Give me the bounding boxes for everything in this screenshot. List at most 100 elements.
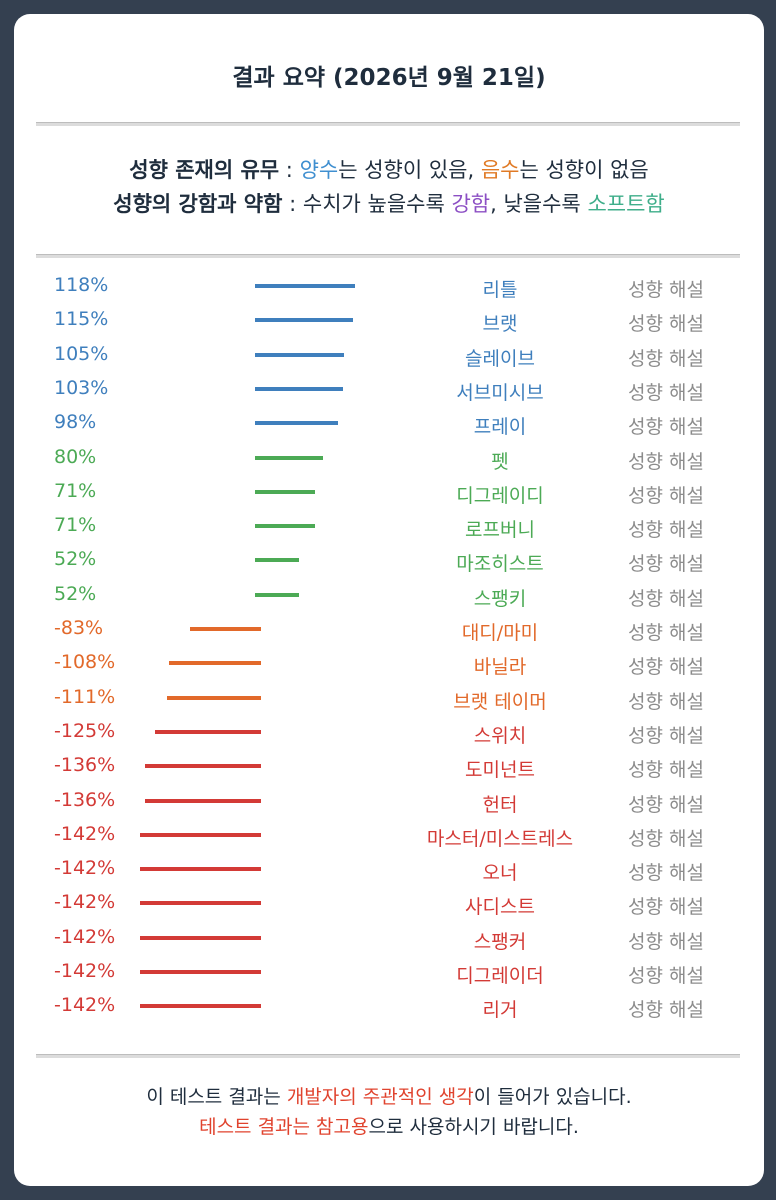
category-label: 브랫 [482, 313, 518, 336]
chart-row: 118% 리틀 성향 해설 [14, 270, 764, 304]
chart-row: -136% 도미넌트 성향 해설 [14, 750, 764, 784]
chart-row: -142% 디그레이더 성향 해설 [14, 956, 764, 990]
explanation-link[interactable]: 성향 해설 [628, 622, 704, 644]
explanation-link[interactable]: 성향 해설 [628, 896, 704, 919]
legend-strength-label: 성향의 강함과 약함 [113, 192, 283, 216]
explanation-link[interactable]: 성향 해설 [628, 416, 704, 439]
value-label: 71% [54, 479, 97, 502]
category-label: 리거 [482, 999, 518, 1022]
legend-negative-text: 는 성향이 없음 [519, 158, 649, 182]
legend-mid-text: , 낮을수록 [490, 192, 588, 216]
value-label: -142% [54, 994, 116, 1017]
chart-row: 71% 로프버니 성향 해설 [14, 510, 764, 544]
explanation-link[interactable]: 성향 해설 [628, 690, 704, 713]
category-label: 도미넌트 [465, 759, 535, 782]
value-label: 52% [54, 582, 97, 605]
legend-line-1: 성향 존재의 유무 : 양수는 성향이 있음, 음수는 성향이 없음 [14, 154, 764, 184]
bar [140, 867, 261, 872]
chart-row: -125% 스위치 성향 해설 [14, 716, 764, 750]
bar [140, 832, 261, 837]
value-label: -108% [54, 651, 116, 674]
bar [255, 489, 316, 494]
bar [140, 970, 261, 974]
explanation-link[interactable]: 성향 해설 [628, 519, 704, 542]
legend-positive-word: 양수 [299, 158, 339, 182]
result-card: 결과 요약 (2026년 9월 21일) 성향 존재의 유무 : 양수는 성향이… [14, 14, 764, 1186]
page-title: 결과 요약 (2026년 9월 21일) [232, 65, 546, 91]
explanation-link[interactable]: 성향 해설 [628, 553, 704, 576]
footer-text-post: 이 들어가 있습니다. [473, 1086, 632, 1108]
explanation-link[interactable]: 성향 해설 [628, 930, 704, 953]
value-label: 71% [54, 514, 97, 537]
legend-presence-label: 성향 존재의 유무 [129, 158, 280, 182]
explanation-link[interactable]: 성향 해설 [628, 965, 704, 987]
bar [255, 284, 356, 288]
category-label: 마스터/미스트레스 [426, 827, 574, 850]
footer-note-1: 이 테스트 결과는 개발자의 주관적인 생각이 들어가 있습니다. [14, 1082, 764, 1112]
category-label: 슬레이브 [465, 347, 535, 370]
bar [190, 627, 261, 631]
legend-line-2: 성향의 강함과 약함 : 수치가 높을수록 강함, 낮을수록 소프트함 [14, 188, 764, 218]
explanation-link[interactable]: 성향 해설 [628, 656, 704, 679]
bar [255, 421, 339, 426]
footer-highlight-2: 테스트 결과는 참고용 [199, 1116, 369, 1138]
chart-row: -83% 대디/마미 성향 해설 [14, 613, 764, 647]
legend-soft-word: 소프트함 [587, 192, 665, 216]
explanation-link[interactable]: 성향 해설 [628, 862, 704, 885]
category-label: 리틀 [482, 279, 518, 301]
category-label: 스팽커 [473, 930, 527, 953]
bar [166, 695, 261, 700]
explanation-link[interactable]: 성향 해설 [628, 827, 704, 850]
chart-row: -142% 오너 성향 해설 [14, 853, 764, 887]
value-label: -83% [54, 617, 104, 639]
bar [169, 661, 261, 666]
bar [140, 901, 261, 906]
explanation-link[interactable]: 성향 해설 [628, 587, 704, 610]
chart-row: 52% 스팽키 성향 해설 [14, 579, 764, 613]
explanation-link[interactable]: 성향 해설 [628, 484, 704, 507]
chart-row: -142% 리거 성향 해설 [14, 990, 764, 1024]
category-label: 대디/마미 [461, 622, 539, 644]
footer-note-2: 테스트 결과는 참고용으로 사용하시기 바랍니다. [14, 1112, 764, 1142]
value-label: -136% [54, 754, 116, 777]
category-label: 오너 [482, 862, 518, 885]
value-label: -142% [54, 857, 116, 880]
bar [255, 455, 323, 460]
explanation-link[interactable]: 성향 해설 [628, 759, 704, 782]
bar [140, 1004, 261, 1009]
explanation-link[interactable]: 성향 해설 [628, 313, 704, 336]
explanation-link[interactable]: 성향 해설 [628, 450, 704, 473]
bar [255, 386, 343, 391]
explanation-link[interactable]: 성향 해설 [628, 279, 704, 301]
bar [255, 318, 353, 323]
chart-row: 71% 디그레이디 성향 해설 [14, 476, 764, 510]
explanation-link[interactable]: 성향 해설 [628, 999, 704, 1022]
divider-mid [36, 254, 740, 258]
value-label: -142% [54, 925, 116, 948]
category-label: 로프버니 [465, 519, 535, 542]
category-label: 펫 [491, 450, 509, 473]
category-label: 디그레이디 [456, 484, 544, 507]
explanation-link[interactable]: 성향 해설 [628, 381, 704, 404]
category-label: 바닐라 [473, 656, 527, 679]
value-label: 105% [54, 342, 109, 365]
category-label: 헌터 [482, 793, 518, 816]
explanation-link[interactable]: 성향 해설 [628, 724, 704, 747]
category-label: 서브미시브 [456, 381, 544, 404]
legend-strong-word: 강함 [451, 192, 491, 216]
value-label: -125% [54, 719, 116, 742]
category-label: 디그레이더 [456, 965, 544, 987]
chart-row: 115% 브랫 성향 해설 [14, 304, 764, 338]
explanation-link[interactable]: 성향 해설 [628, 347, 704, 370]
divider-top [36, 122, 740, 126]
value-label: 98% [54, 411, 97, 434]
value-label: -111% [54, 685, 116, 708]
chart-row: 103% 서브미시브 성향 해설 [14, 373, 764, 407]
value-label: -136% [54, 788, 116, 811]
chart-row: -136% 헌터 성향 해설 [14, 785, 764, 819]
category-label: 스팽키 [473, 587, 527, 610]
chart-row: 98% 프레이 성향 해설 [14, 407, 764, 441]
footer-text-pre: 이 테스트 결과는 [146, 1086, 287, 1108]
footer-highlight-1: 개발자의 주관적인 생각 [286, 1086, 474, 1108]
explanation-link[interactable]: 성향 해설 [628, 793, 704, 816]
